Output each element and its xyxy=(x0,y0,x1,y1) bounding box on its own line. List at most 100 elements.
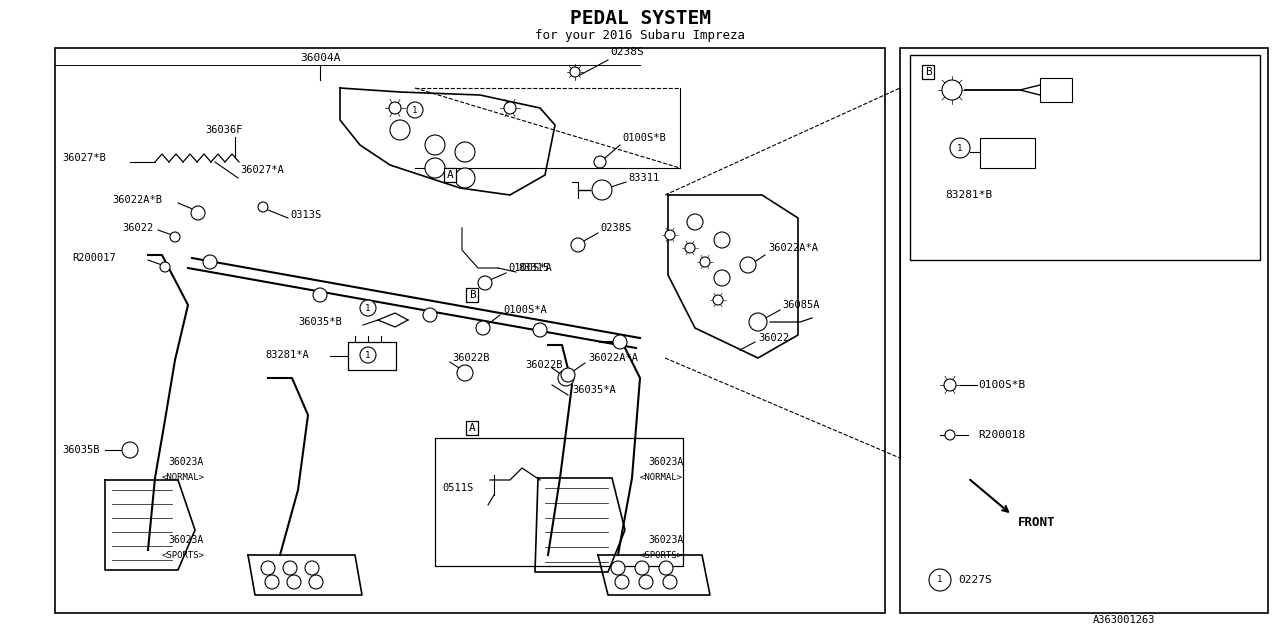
Circle shape xyxy=(454,168,475,188)
Text: 36022: 36022 xyxy=(758,333,790,343)
Circle shape xyxy=(265,575,279,589)
Text: 83281*A: 83281*A xyxy=(265,350,308,360)
Circle shape xyxy=(170,232,180,242)
Circle shape xyxy=(283,561,297,575)
Text: A: A xyxy=(447,170,453,180)
Text: A: A xyxy=(468,423,475,433)
Circle shape xyxy=(749,313,767,331)
Text: for your 2016 Subaru Impreza: for your 2016 Subaru Impreza xyxy=(535,29,745,42)
Text: 36023A: 36023A xyxy=(168,457,204,467)
Circle shape xyxy=(945,430,955,440)
Text: 0100S*B: 0100S*B xyxy=(622,133,666,143)
Text: 36035*B: 36035*B xyxy=(298,317,342,327)
Text: 36023A: 36023A xyxy=(648,535,684,545)
Circle shape xyxy=(422,308,436,322)
Circle shape xyxy=(594,156,605,168)
Text: 0227S: 0227S xyxy=(957,575,992,585)
Circle shape xyxy=(204,255,218,269)
Circle shape xyxy=(407,102,422,118)
Text: <NORMAL>: <NORMAL> xyxy=(640,472,684,481)
Text: 1: 1 xyxy=(412,106,417,115)
Bar xyxy=(1039,78,1073,102)
Text: 0100S*B: 0100S*B xyxy=(978,380,1025,390)
Circle shape xyxy=(261,561,275,575)
Circle shape xyxy=(457,365,474,381)
Circle shape xyxy=(942,80,963,100)
Circle shape xyxy=(287,575,301,589)
Text: <NORMAL>: <NORMAL> xyxy=(163,472,205,481)
Circle shape xyxy=(635,561,649,575)
Circle shape xyxy=(476,321,490,335)
Text: 1: 1 xyxy=(365,303,371,312)
Circle shape xyxy=(390,120,410,140)
Text: 36022B: 36022B xyxy=(525,360,562,370)
Circle shape xyxy=(122,442,138,458)
Circle shape xyxy=(614,575,628,589)
Text: B: B xyxy=(924,67,932,77)
Circle shape xyxy=(591,180,612,200)
Circle shape xyxy=(360,300,376,316)
Circle shape xyxy=(532,323,547,337)
Circle shape xyxy=(713,295,723,305)
Circle shape xyxy=(389,102,401,114)
Text: R200017: R200017 xyxy=(72,253,115,263)
Text: 83281*B: 83281*B xyxy=(945,190,992,200)
Text: 83315: 83315 xyxy=(518,263,549,273)
Text: 36022: 36022 xyxy=(122,223,154,233)
Circle shape xyxy=(561,368,575,382)
Text: 36036F: 36036F xyxy=(205,125,242,135)
Text: 0100S*A: 0100S*A xyxy=(508,263,552,273)
Circle shape xyxy=(714,270,730,286)
Text: A363001263: A363001263 xyxy=(1093,615,1155,625)
Circle shape xyxy=(950,138,970,158)
Circle shape xyxy=(570,67,580,77)
Circle shape xyxy=(454,142,475,162)
Text: FRONT: FRONT xyxy=(1018,515,1056,529)
Circle shape xyxy=(740,257,756,273)
Text: 36022A*A: 36022A*A xyxy=(588,353,637,363)
Circle shape xyxy=(663,575,677,589)
Circle shape xyxy=(425,158,445,178)
Circle shape xyxy=(613,335,627,349)
Circle shape xyxy=(929,569,951,591)
Circle shape xyxy=(504,102,516,114)
Text: 0100S*A: 0100S*A xyxy=(503,305,547,315)
Text: 36022A*B: 36022A*B xyxy=(113,195,163,205)
Circle shape xyxy=(360,347,376,363)
Bar xyxy=(900,48,1268,613)
Bar xyxy=(910,55,1260,260)
Circle shape xyxy=(687,214,703,230)
Circle shape xyxy=(191,206,205,220)
Text: B: B xyxy=(468,290,475,300)
Circle shape xyxy=(314,288,326,302)
Bar xyxy=(435,438,684,566)
Circle shape xyxy=(700,257,710,267)
Circle shape xyxy=(558,370,573,386)
Text: R200018: R200018 xyxy=(978,430,1025,440)
Text: 36023A: 36023A xyxy=(168,535,204,545)
Bar xyxy=(348,342,396,370)
Text: 1: 1 xyxy=(957,143,963,152)
Text: 36035B: 36035B xyxy=(61,445,100,455)
Circle shape xyxy=(425,135,445,155)
Circle shape xyxy=(639,575,653,589)
Text: <SPORTS>: <SPORTS> xyxy=(640,550,684,559)
Bar xyxy=(980,138,1036,168)
Text: 36022B: 36022B xyxy=(452,353,489,363)
Text: <SPORTS>: <SPORTS> xyxy=(163,550,205,559)
Circle shape xyxy=(259,202,268,212)
Text: 36023A: 36023A xyxy=(648,457,684,467)
Circle shape xyxy=(305,561,319,575)
Circle shape xyxy=(666,230,675,240)
Text: PEDAL SYSTEM: PEDAL SYSTEM xyxy=(570,8,710,28)
Bar xyxy=(55,48,884,613)
Text: 36027*B: 36027*B xyxy=(61,153,106,163)
Text: 1: 1 xyxy=(365,351,371,360)
Text: 0238S: 0238S xyxy=(611,47,644,57)
Circle shape xyxy=(714,232,730,248)
Text: 83311: 83311 xyxy=(628,173,659,183)
Text: 1: 1 xyxy=(937,575,942,584)
Circle shape xyxy=(611,561,625,575)
Text: 36035*A: 36035*A xyxy=(572,385,616,395)
Circle shape xyxy=(659,561,673,575)
